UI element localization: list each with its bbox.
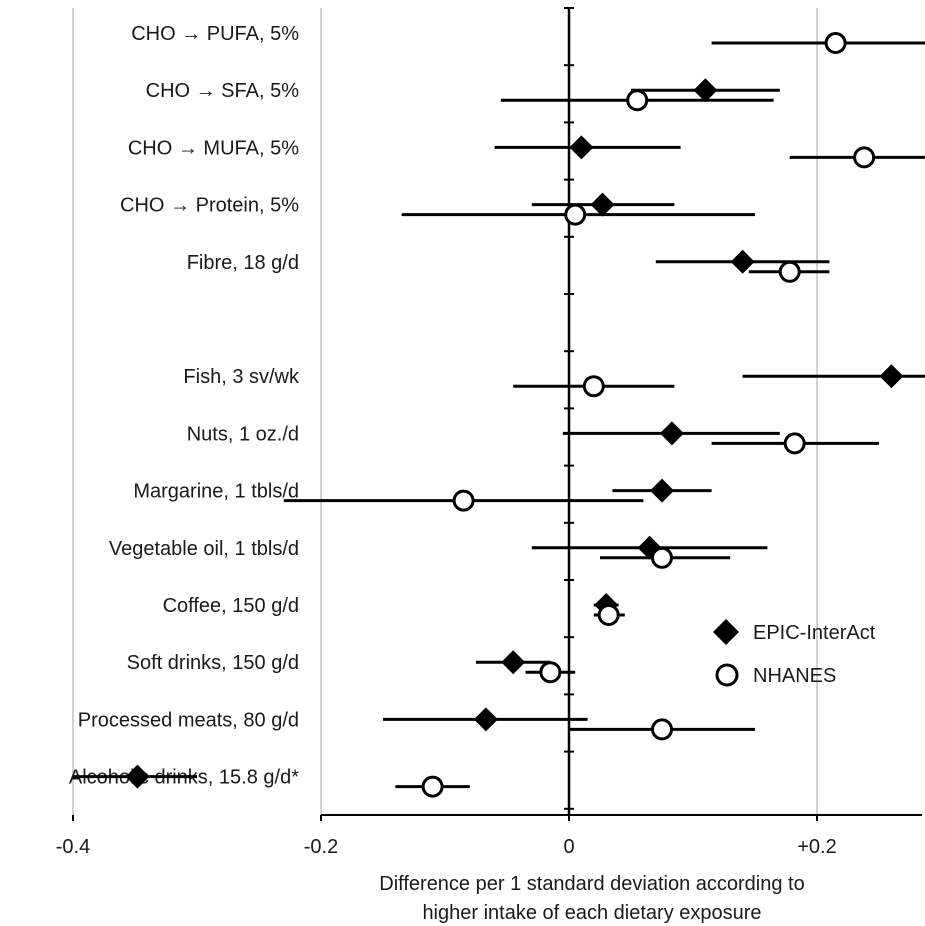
point-nhanes (853, 146, 876, 169)
point-nhanes (778, 260, 801, 283)
point-epic (879, 364, 904, 389)
gridlines (72, 8, 818, 815)
legend-label-epic: EPIC-InterAct (753, 622, 876, 644)
point-epic (659, 421, 684, 446)
point-epic (590, 192, 615, 217)
point-nhanes (452, 489, 475, 512)
point-nhanes (421, 775, 444, 798)
point-epic (569, 135, 594, 160)
point-nhanes (651, 546, 673, 569)
point-nhanes (597, 604, 620, 626)
category-label: CHO → MUFA, 5% (128, 137, 299, 159)
x-tick-label: -0.2 (304, 836, 338, 858)
category-label: Processed meats, 80 g/d (78, 709, 299, 731)
category-label: CHO → SFA, 5% (146, 80, 300, 102)
category-label: Coffee, 150 g/d (163, 595, 299, 617)
point-epic (501, 650, 526, 675)
category-label: CHO → Protein, 5% (120, 195, 299, 217)
markers (125, 32, 904, 798)
point-epic (730, 249, 755, 274)
category-label: Margarine, 1 tbls/d (133, 481, 299, 503)
x-axis-title-line-2: higher intake of each dietary exposure (422, 902, 761, 924)
point-nhanes (582, 375, 605, 398)
point-epic (693, 78, 718, 103)
x-axis: -0.4-0.20+0.2+0.4 (56, 814, 922, 858)
point-nhanes (824, 32, 847, 54)
category-label: Soft drinks, 150 g/d (127, 652, 299, 674)
legend: EPIC-InterAct NHANES (713, 619, 876, 687)
legend-label-nhanes: NHANES (753, 665, 836, 687)
point-epic (125, 764, 150, 789)
category-label: Nuts, 1 oz./d (187, 423, 299, 445)
category-label: Fibre, 18 g/d (187, 252, 299, 274)
point-nhanes (539, 661, 562, 684)
point-nhanes (651, 718, 673, 741)
x-axis-title: Difference per 1 standard deviation acco… (379, 873, 804, 924)
point-epic (473, 707, 498, 732)
point-nhanes (564, 203, 587, 226)
zero-axis (564, 7, 574, 815)
x-tick-label: 0 (563, 836, 574, 858)
point-nhanes (783, 432, 806, 455)
category-label: Vegetable oil, 1 tbls/d (109, 538, 299, 560)
x-tick-label: -0.4 (56, 836, 90, 858)
category-labels: CHO → PUFA, 5% CHO → SFA, 5% CHO → MUFA, 5… (69, 23, 300, 789)
legend-marker-nhanes (715, 663, 739, 687)
point-nhanes (626, 89, 649, 112)
x-axis-title-line-1: Difference per 1 standard deviation acco… (379, 873, 804, 895)
category-label: CHO → PUFA, 5% (131, 23, 299, 45)
legend-marker-epic (713, 619, 739, 645)
x-tick-label: +0.2 (797, 836, 836, 858)
category-label: Fish, 3 sv/wk (183, 366, 300, 388)
point-epic (650, 478, 674, 503)
